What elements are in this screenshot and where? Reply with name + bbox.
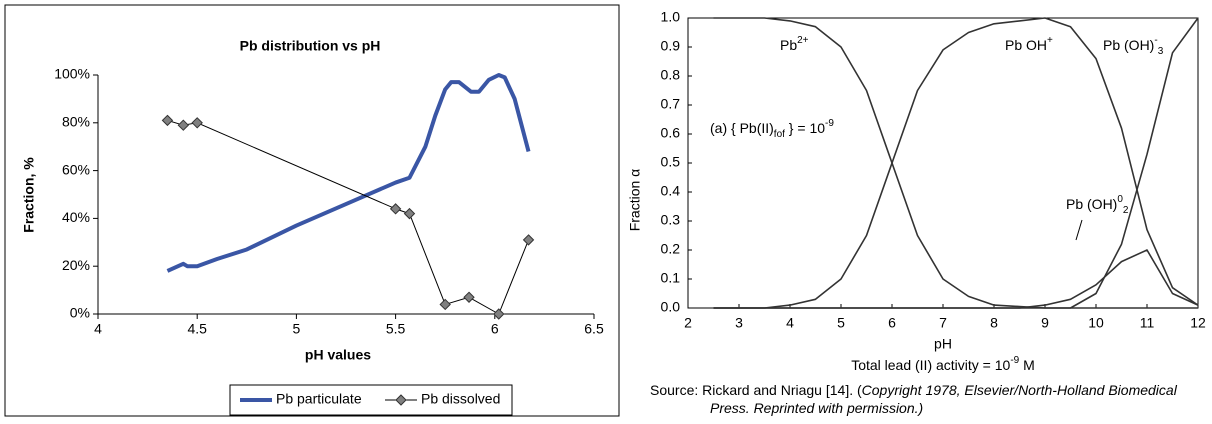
x-tick-label: 6 bbox=[491, 321, 499, 337]
text-part: Total lead (II) activity = 10 bbox=[851, 357, 1010, 373]
x-tick-label: 5 bbox=[293, 321, 301, 337]
x-tick-label: 6.5 bbox=[584, 321, 604, 337]
y-tick-label: 0.3 bbox=[661, 212, 681, 228]
pointer bbox=[1075, 219, 1083, 241]
series-line bbox=[713, 17, 1198, 309]
x-tick-label: 12 bbox=[1190, 315, 1206, 331]
chart-title: Pb distribution vs pH bbox=[240, 38, 381, 54]
x-tick-label: 4 bbox=[786, 315, 794, 331]
text-part: Source: Rickard and Nriagu [14]. ( bbox=[650, 382, 862, 398]
text-part: - bbox=[1154, 35, 1157, 46]
y-tick-label: 20% bbox=[62, 257, 90, 273]
x-tick-label: 5.5 bbox=[386, 321, 406, 337]
text-part: } = 10 bbox=[785, 120, 825, 136]
y-tick-label: 0.2 bbox=[661, 241, 681, 257]
y-tick-label: 0.9 bbox=[661, 38, 681, 54]
text-part: Copyright 1978, Elsevier/North-Holland B… bbox=[862, 382, 1178, 398]
series-line bbox=[713, 17, 1199, 309]
x-tick-label: 4 bbox=[94, 321, 102, 337]
text-part: Pb (OH) bbox=[1103, 37, 1154, 53]
rich-text: Pb (OH)-3 bbox=[1103, 35, 1164, 57]
x-tick-label: 4.5 bbox=[187, 321, 207, 337]
marker bbox=[463, 291, 475, 303]
text-part: (a) { Pb(II) bbox=[710, 120, 774, 136]
y-tick-label: 0.4 bbox=[661, 183, 681, 199]
y-tick-label: 0% bbox=[70, 305, 90, 321]
text-part: Pb bbox=[780, 37, 797, 53]
x-tick-label: 10 bbox=[1088, 315, 1104, 331]
text-part: M bbox=[1019, 357, 1035, 373]
plot-frame bbox=[687, 17, 1199, 309]
marker bbox=[389, 203, 402, 215]
marker bbox=[161, 114, 174, 127]
marker bbox=[493, 308, 505, 320]
legend-label: Pb dissolved bbox=[421, 391, 500, 407]
x-axis-title: pH bbox=[934, 336, 952, 352]
marker bbox=[177, 119, 190, 131]
x-axis-title: pH values bbox=[305, 347, 371, 363]
marker bbox=[403, 207, 416, 220]
legend-label: Pb particulate bbox=[276, 391, 362, 407]
rich-text: (a) { Pb(II)fof } = 10-9 bbox=[710, 118, 834, 140]
text-part: Press. Reprinted with permission.) bbox=[710, 400, 923, 416]
series-line bbox=[713, 249, 1199, 309]
y-tick-label: 0.8 bbox=[661, 67, 681, 83]
y-tick-label: 60% bbox=[62, 161, 90, 177]
text-part: Pb (OH) bbox=[1066, 196, 1117, 212]
x-tick-label: 11 bbox=[1140, 315, 1155, 331]
x-tick-label: 8 bbox=[990, 315, 998, 331]
series-line bbox=[167, 119, 529, 315]
marker bbox=[522, 234, 535, 246]
marker bbox=[191, 117, 203, 129]
x-tick-label: 6 bbox=[888, 315, 896, 331]
text-part: 2+ bbox=[797, 35, 809, 46]
series-line bbox=[166, 73, 531, 273]
y-tick-label: 0.5 bbox=[661, 154, 681, 170]
rich-text: Press. Reprinted with permission.) bbox=[710, 400, 923, 416]
y-tick-label: 0.7 bbox=[661, 96, 681, 112]
y-tick-label: 40% bbox=[62, 209, 90, 225]
y-tick-label: 0.1 bbox=[661, 270, 681, 286]
rich-text: Total lead (II) activity = 10-9 M bbox=[851, 355, 1035, 373]
legend-box bbox=[229, 384, 513, 416]
rich-text: Source: Rickard and Nriagu [14]. (Copyri… bbox=[650, 382, 1178, 398]
y-axis-title: Fraction, % bbox=[21, 157, 37, 233]
text-part: + bbox=[1047, 35, 1053, 46]
text-part: Pb OH bbox=[1005, 37, 1047, 53]
left-frame bbox=[4, 4, 620, 417]
rich-text: Pb OH+ bbox=[1005, 35, 1053, 53]
y-tick-label: 0.0 bbox=[661, 299, 681, 315]
legend-marker bbox=[395, 394, 407, 406]
text-part: -9 bbox=[1010, 355, 1019, 366]
rich-text: Pb (OH)02 bbox=[1066, 194, 1129, 216]
text-part: 0 bbox=[1117, 194, 1123, 205]
y-tick-label: 0.6 bbox=[661, 125, 681, 141]
x-tick-label: 7 bbox=[939, 315, 947, 331]
text-part: 3 bbox=[1158, 46, 1164, 57]
x-tick-label: 3 bbox=[735, 315, 743, 331]
y-tick-label: 80% bbox=[62, 114, 90, 130]
x-tick-label: 5 bbox=[837, 315, 845, 331]
text-part: 2 bbox=[1123, 205, 1129, 216]
rich-text: Pb2+ bbox=[780, 35, 809, 53]
y-tick-label: 1.0 bbox=[661, 9, 681, 25]
series-line bbox=[713, 17, 1199, 309]
y-tick-label: 100% bbox=[54, 66, 90, 82]
x-tick-label: 9 bbox=[1041, 315, 1049, 331]
y-axis-title: Fraction α bbox=[627, 169, 643, 232]
marker bbox=[439, 298, 451, 311]
text-part: fof bbox=[774, 129, 785, 140]
x-tick-label: 2 bbox=[684, 315, 692, 331]
text-part: -9 bbox=[825, 118, 834, 129]
